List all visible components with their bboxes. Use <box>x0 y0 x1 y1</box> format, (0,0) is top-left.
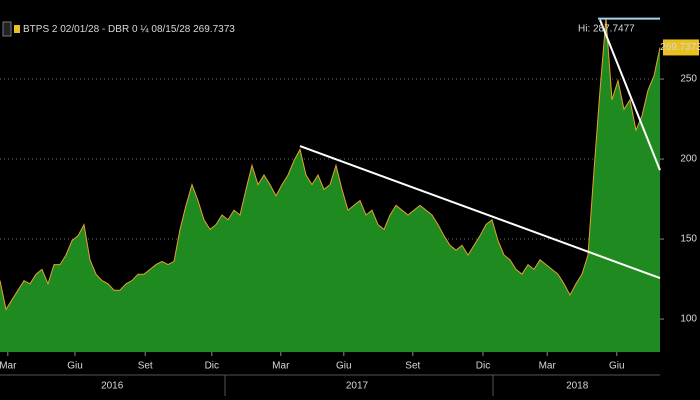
x-tick-label: Dic <box>205 361 219 372</box>
plot-area <box>0 18 661 352</box>
year-label: 2017 <box>346 381 369 392</box>
legend-swatch <box>14 25 20 33</box>
legend-last-value: 269.7373 <box>193 24 235 35</box>
y-tick-label: 100 <box>680 314 697 325</box>
trend-line <box>299 145 661 280</box>
last-value-box <box>663 39 699 56</box>
x-tick-label: Giu <box>336 361 352 372</box>
x-tick-label: Giu <box>67 361 83 372</box>
y-tick-label: 200 <box>680 154 697 165</box>
x-tick-label: Mar <box>539 361 557 372</box>
x-tick-label: Dic <box>476 361 490 372</box>
x-tick-label: Set <box>405 361 420 372</box>
area <box>0 18 660 352</box>
x-tick-label: Mar <box>0 361 17 372</box>
legend-text: BTPS 2 02/01/28 - DBR 0 ¼ 08/15/28 269.7… <box>23 23 235 35</box>
year-label: 2016 <box>101 381 124 392</box>
year-label: 2018 <box>566 381 589 392</box>
trend-line <box>599 19 661 171</box>
x-tick-label: Set <box>138 361 153 372</box>
x-tick-label: Mar <box>272 361 290 372</box>
legend-series-name: BTPS 2 02/01/28 - DBR 0 ¼ 08/15/28 <box>23 23 191 35</box>
x-tick-label: Giu <box>609 361 625 372</box>
hi-label: Hi: 287.7477 <box>578 23 635 34</box>
area-line <box>0 18 661 311</box>
y-tick-label: 250 <box>680 74 697 85</box>
legend-icon <box>2 21 12 37</box>
y-tick-label: 150 <box>680 234 697 245</box>
last-value-label: 269.7373 <box>660 42 700 53</box>
